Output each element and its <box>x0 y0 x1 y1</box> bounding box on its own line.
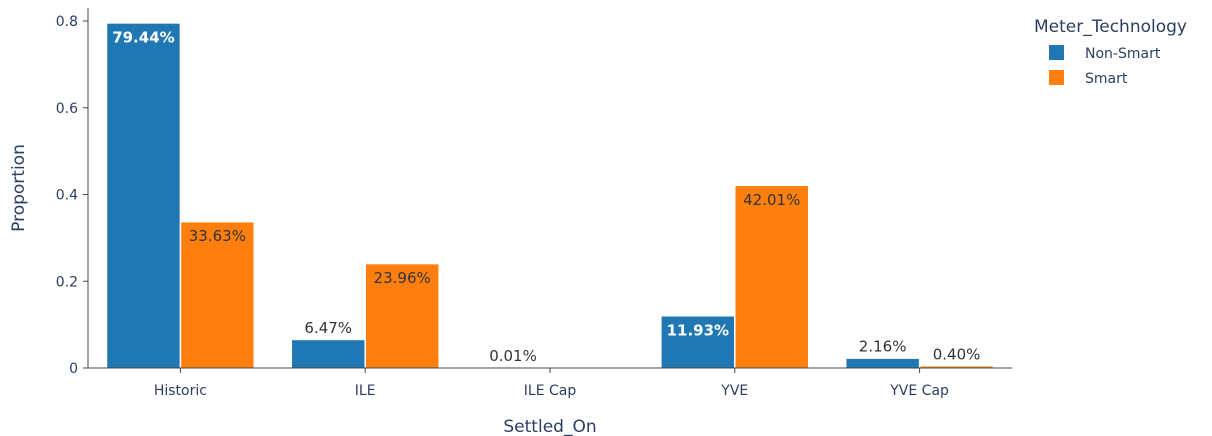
bar-non-smart <box>661 316 735 369</box>
bar-value-label: 6.47% <box>304 319 352 337</box>
y-tick-label: 0.4 <box>56 188 78 204</box>
legend-swatch <box>1049 70 1064 85</box>
y-tick-label: 0.2 <box>56 274 78 290</box>
y-tick-label: 0 <box>69 361 78 377</box>
bar-value-label: 42.01% <box>743 191 800 209</box>
legend-swatch <box>1049 45 1064 60</box>
bar-non-smart <box>845 358 920 369</box>
bar-value-label: 2.16% <box>859 338 907 356</box>
x-tick-label: YVE Cap <box>889 383 949 399</box>
x-tick-label: YVE <box>720 383 748 399</box>
y-tick-label: 0.6 <box>56 101 78 117</box>
legend-label: Smart <box>1085 71 1128 87</box>
bar-value-label: 0.01% <box>489 347 537 365</box>
bar-value-label: 11.93% <box>667 321 729 339</box>
legend-title: Meter_Technology <box>1034 17 1187 37</box>
y-axis-title: Proportion <box>9 144 29 232</box>
bar-value-label: 33.63% <box>189 227 246 245</box>
bar-smart <box>365 263 439 369</box>
x-tick-label: ILE Cap <box>524 383 577 399</box>
bar-smart <box>180 221 255 369</box>
bar-smart <box>735 185 809 369</box>
bars-layer <box>106 23 994 369</box>
legend: Meter_Technology Non-Smart Smart <box>1034 17 1187 87</box>
y-ticks: 0 0.2 0.4 0.6 0.8 <box>56 14 88 377</box>
bar-value-label: 23.96% <box>374 269 431 287</box>
x-axis-title: Settled_On <box>503 417 596 436</box>
bar-non-smart <box>291 339 365 369</box>
y-tick-label: 0.8 <box>56 14 78 30</box>
bar-labels-layer: 79.44% 6.47% 0.01% 11.93% 2.16% 33.63% 23.96% 4… <box>112 28 980 365</box>
x-tick-label: ILE <box>355 383 376 399</box>
x-tick-label: Historic <box>154 383 207 399</box>
x-ticks: Historic ILE ILE Cap YVE YVE Cap <box>154 368 949 399</box>
bar-non-smart <box>106 23 181 369</box>
legend-label: Non-Smart <box>1085 46 1161 62</box>
bar-value-label: 0.40% <box>933 345 981 363</box>
bar-value-label: 79.44% <box>112 28 174 46</box>
